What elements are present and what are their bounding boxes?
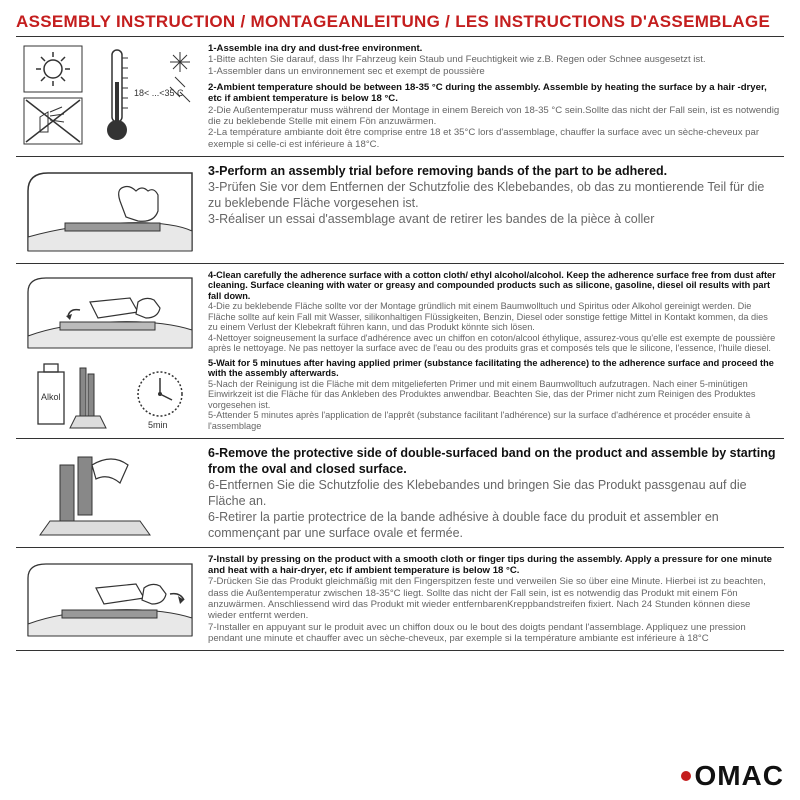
step-3-illustration (16, 157, 202, 263)
step5-bold: 5-Wait for 5 minutues after having appli… (208, 358, 780, 379)
step1-bold: 1-Assemble ina dry and dust-free environ… (208, 43, 780, 54)
step-6-text: 6-Remove the protective side of double-s… (202, 439, 784, 547)
step5-fr: 5-Attender 5 minutes après l'application… (208, 410, 780, 431)
step-6-illustration (16, 439, 202, 547)
step2-de: 2-Die Außentemperatur muss während der M… (208, 105, 780, 128)
step-7-text: 7-Install by pressing on the product wit… (202, 548, 784, 651)
step4-fr: 4-Nettoyer soigneusement la surface d'ad… (208, 333, 780, 354)
brand-logo: OMAC (681, 760, 784, 792)
step-1-illustration: 18< ...<35 C (16, 37, 202, 156)
step-7-illustration (16, 548, 202, 651)
brand-text: OMAC (694, 760, 784, 792)
step2-fr: 2-La température ambiante doit être comp… (208, 127, 780, 150)
step4-bold: 4-Clean carefully the adherence surface … (208, 270, 780, 301)
logo-dot-icon (681, 771, 691, 781)
step-4-illustration: Alkol 5min (16, 264, 202, 438)
step4-de: 4-Die zu beklebende Fläche sollte vor de… (208, 301, 780, 332)
step7-fr: 7-Installer en appuyant sur le produit a… (208, 622, 780, 645)
footer: OMAC (16, 756, 784, 792)
step-4-text: 4-Clean carefully the adherence surface … (202, 264, 784, 438)
peel-tape-icon (20, 443, 198, 543)
step-4-5: Alkol 5min 4-Clean carefully the adheren… (16, 264, 784, 439)
step1-fr: 1-Assembler dans un environnement sec et… (208, 66, 780, 77)
step-1-text: 1-Assemble ina dry and dust-free environ… (202, 37, 784, 156)
step-3: 3-Perform an assembly trial before remov… (16, 157, 784, 264)
instruction-sheet: ASSEMBLY INSTRUCTION / MONTAGEANLEITUNG … (0, 0, 800, 800)
step6-de: 6-Entfernen Sie die Schutzfolie des Kleb… (208, 477, 780, 509)
step6-bold: 6-Remove the protective side of double-s… (208, 445, 780, 477)
env-temp-icon: 18< ...<35 C (20, 42, 198, 150)
step-6: 6-Remove the protective side of double-s… (16, 439, 784, 548)
step6-fr: 6-Retirer la partie protectrice de la ba… (208, 509, 780, 541)
step5-de: 5-Nach der Reinigung ist die Fläche mit … (208, 379, 780, 410)
press-install-icon (20, 552, 198, 646)
timer-label: 5min (148, 420, 168, 430)
step2-bold: 2-Ambient temperature should be between … (208, 82, 780, 105)
step1-de: 1-Bitte achten Sie darauf, dass Ihr Fahr… (208, 54, 780, 65)
step7-de: 7-Drücken Sie das Produkt gleichmäßig mi… (208, 576, 780, 621)
step-3-text: 3-Perform an assembly trial before remov… (202, 157, 784, 263)
trial-fit-icon (20, 161, 198, 259)
step3-fr: 3-Réaliser un essai d'assemblage avant d… (208, 211, 780, 227)
step-7: 7-Install by pressing on the product wit… (16, 548, 784, 652)
step3-de: 3-Prüfen Sie vor dem Entfernen der Schut… (208, 179, 780, 211)
step7-bold: 7-Install by pressing on the product wit… (208, 554, 780, 577)
step3-bold: 3-Perform an assembly trial before remov… (208, 163, 780, 179)
step-1-2: 18< ...<35 C 1-Assemble ina dry and dust… (16, 37, 784, 157)
bottle-label: Alkol (41, 392, 61, 402)
clean-primer-icon: Alkol 5min (20, 268, 198, 434)
page-title: ASSEMBLY INSTRUCTION / MONTAGEANLEITUNG … (16, 12, 784, 37)
